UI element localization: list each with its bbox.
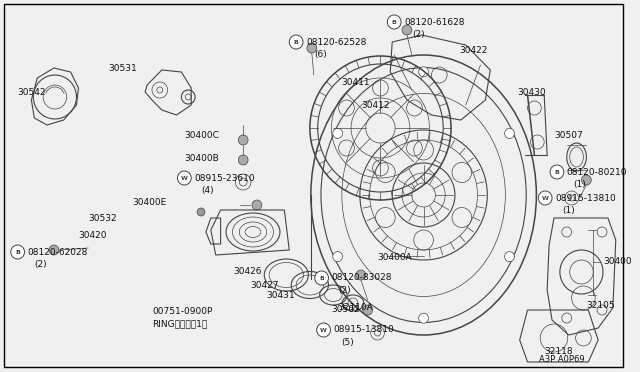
Circle shape <box>504 251 515 262</box>
Text: 08915-13810: 08915-13810 <box>555 193 616 202</box>
Circle shape <box>419 313 429 323</box>
Circle shape <box>504 128 515 138</box>
Text: 30400: 30400 <box>603 257 632 266</box>
Text: B: B <box>392 19 397 25</box>
Circle shape <box>402 25 412 35</box>
Text: A3P A0P69: A3P A0P69 <box>540 356 585 365</box>
Text: (1): (1) <box>562 205 575 215</box>
Circle shape <box>333 128 342 138</box>
Text: (6): (6) <box>314 49 326 58</box>
Text: 30531: 30531 <box>108 64 136 73</box>
Text: 08120-83028: 08120-83028 <box>332 273 392 282</box>
Text: 30430: 30430 <box>518 87 547 96</box>
Text: B: B <box>294 39 299 45</box>
Circle shape <box>419 67 429 77</box>
Text: 30420: 30420 <box>79 231 107 240</box>
Text: 30426: 30426 <box>234 267 262 276</box>
Text: (2): (2) <box>339 285 351 295</box>
Circle shape <box>363 305 372 315</box>
Text: B: B <box>15 250 20 254</box>
Text: 30431: 30431 <box>267 291 295 299</box>
Circle shape <box>317 323 330 337</box>
Text: 30532: 30532 <box>88 214 117 222</box>
Circle shape <box>356 270 365 280</box>
Circle shape <box>197 208 205 216</box>
Text: (1): (1) <box>573 180 586 189</box>
Text: B: B <box>554 170 559 174</box>
Text: 30412: 30412 <box>361 100 389 109</box>
Text: 08915-23610: 08915-23610 <box>194 173 255 183</box>
Text: 08120-62028: 08120-62028 <box>28 247 88 257</box>
Text: B: B <box>319 276 324 280</box>
Text: 08120-62528: 08120-62528 <box>306 38 366 46</box>
Text: 30400C: 30400C <box>184 131 220 140</box>
Circle shape <box>49 245 59 255</box>
Circle shape <box>333 251 342 262</box>
Circle shape <box>582 175 591 185</box>
Text: 32105: 32105 <box>586 301 615 310</box>
Text: 30400B: 30400B <box>184 154 219 163</box>
Circle shape <box>289 35 303 49</box>
Text: 08915-13810: 08915-13810 <box>333 326 394 334</box>
Text: 30422: 30422 <box>459 45 487 55</box>
Circle shape <box>387 15 401 29</box>
Text: 30427: 30427 <box>250 280 278 289</box>
Text: (4): (4) <box>201 186 214 195</box>
Text: 30400E: 30400E <box>132 198 166 206</box>
Circle shape <box>238 155 248 165</box>
Text: W: W <box>181 176 188 180</box>
Text: 32118: 32118 <box>544 347 573 356</box>
Text: 30542: 30542 <box>18 87 46 96</box>
Circle shape <box>11 245 24 259</box>
Text: W: W <box>320 327 327 333</box>
Circle shape <box>177 171 191 185</box>
Circle shape <box>538 191 552 205</box>
Text: (2): (2) <box>412 29 424 38</box>
Text: 30502: 30502 <box>332 305 360 314</box>
Circle shape <box>315 271 328 285</box>
Text: 08120-61628: 08120-61628 <box>404 17 465 26</box>
Circle shape <box>307 43 317 53</box>
Text: (5): (5) <box>341 337 354 346</box>
Circle shape <box>252 200 262 210</box>
Text: 30400A: 30400A <box>378 253 412 263</box>
Text: RINGリング（1）: RINGリング（1） <box>152 320 207 328</box>
Text: W: W <box>541 196 548 201</box>
Circle shape <box>550 165 564 179</box>
Text: 30507: 30507 <box>554 131 583 140</box>
Circle shape <box>238 135 248 145</box>
Text: (2): (2) <box>35 260 47 269</box>
Text: 00751-0900P: 00751-0900P <box>152 308 212 317</box>
Text: 32110A: 32110A <box>339 304 373 312</box>
Text: 30411: 30411 <box>341 77 370 87</box>
Text: 08120-80210: 08120-80210 <box>567 167 627 176</box>
